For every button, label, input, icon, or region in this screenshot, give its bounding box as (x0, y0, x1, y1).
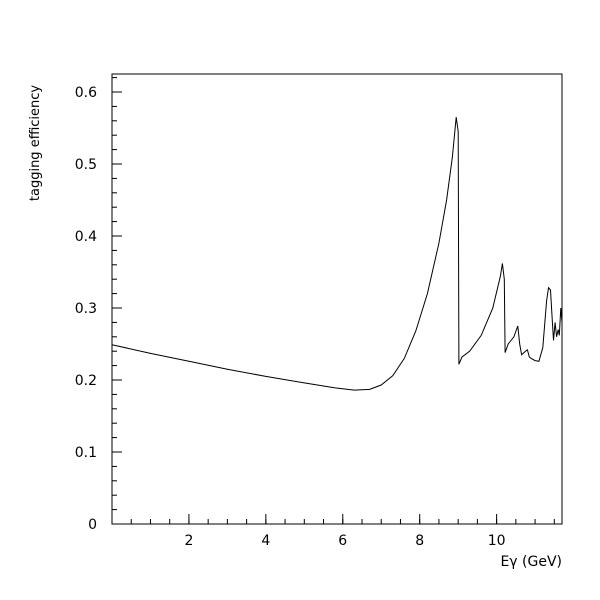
y-tick-label: 0.1 (75, 445, 97, 461)
x-tick-label: 8 (415, 533, 424, 549)
y-tick-label: 0.3 (75, 301, 97, 317)
series-line-tagging-efficiency (111, 117, 563, 391)
x-tick-label: 2 (184, 533, 193, 549)
y-tick-label: 0.5 (75, 157, 97, 173)
x-tick-label: 6 (338, 533, 347, 549)
plot-frame (111, 73, 563, 525)
x-tick-label: 4 (261, 533, 270, 549)
y-tick-label: 0 (88, 517, 97, 533)
y-tick-label: 0.2 (75, 373, 97, 389)
y-tick-label: 0.4 (75, 229, 97, 245)
y-axis-label: tagging efficiency (28, 85, 43, 202)
tick-labels: 2 4 6 8 10 0 0.1 0.2 0.3 0.4 0.5 0.6 (75, 85, 506, 549)
y-tick-label: 0.6 (75, 85, 97, 101)
x-axis-label: Eγ (GeV) (500, 554, 562, 570)
minor-ticks (111, 77, 555, 525)
x-tick-label: 10 (488, 533, 506, 549)
major-ticks (112, 91, 498, 525)
